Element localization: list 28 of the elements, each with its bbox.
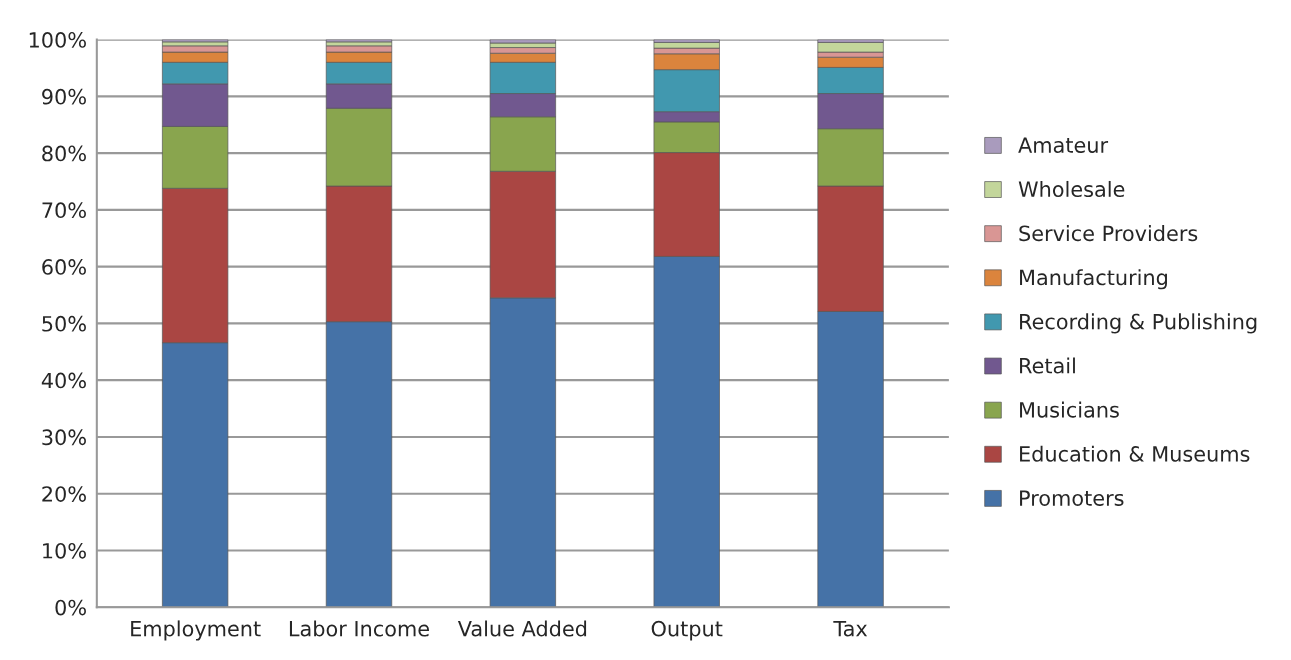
y-tick-label: 60% (42, 259, 86, 275)
legend-label: Wholesale (1018, 180, 1125, 198)
y-tick-label: 70% (42, 202, 86, 219)
y-tick-label: 90% (42, 88, 86, 105)
x-tick-label: Value Added (457, 620, 587, 637)
y-tick-label: 80% (42, 145, 86, 162)
legend-label: Retail (1020, 357, 1075, 374)
y-tick-label: 40% (41, 372, 86, 389)
y-tick-label: 30% (42, 429, 86, 446)
bar (162, 39, 229, 43)
x-tick-label: Employment (131, 620, 261, 641)
y-tick-label: 10% (43, 542, 86, 559)
legend-label: Service Providers (1019, 225, 1198, 242)
y-tick-label: 0% (55, 599, 86, 616)
x-tick-label: Tax (833, 621, 868, 637)
legend-label: Education & Museums (1020, 445, 1250, 462)
bar (325, 39, 393, 43)
y-tick-label: 100% (29, 32, 86, 48)
legend-label: Musicians (1020, 401, 1119, 418)
x-tick-label: Labor Income (289, 620, 429, 637)
bar (489, 39, 556, 44)
x-tick-label: Output (651, 620, 723, 641)
y-tick-label: 20% (42, 486, 86, 502)
legend-label: Amateur (1018, 137, 1109, 153)
y-tick-label: 50% (42, 315, 86, 332)
legend-label: Promoters (1020, 490, 1124, 506)
legend-label: Manufacturing (1020, 269, 1167, 290)
legend-label: Recording & Publishing (1020, 313, 1257, 334)
